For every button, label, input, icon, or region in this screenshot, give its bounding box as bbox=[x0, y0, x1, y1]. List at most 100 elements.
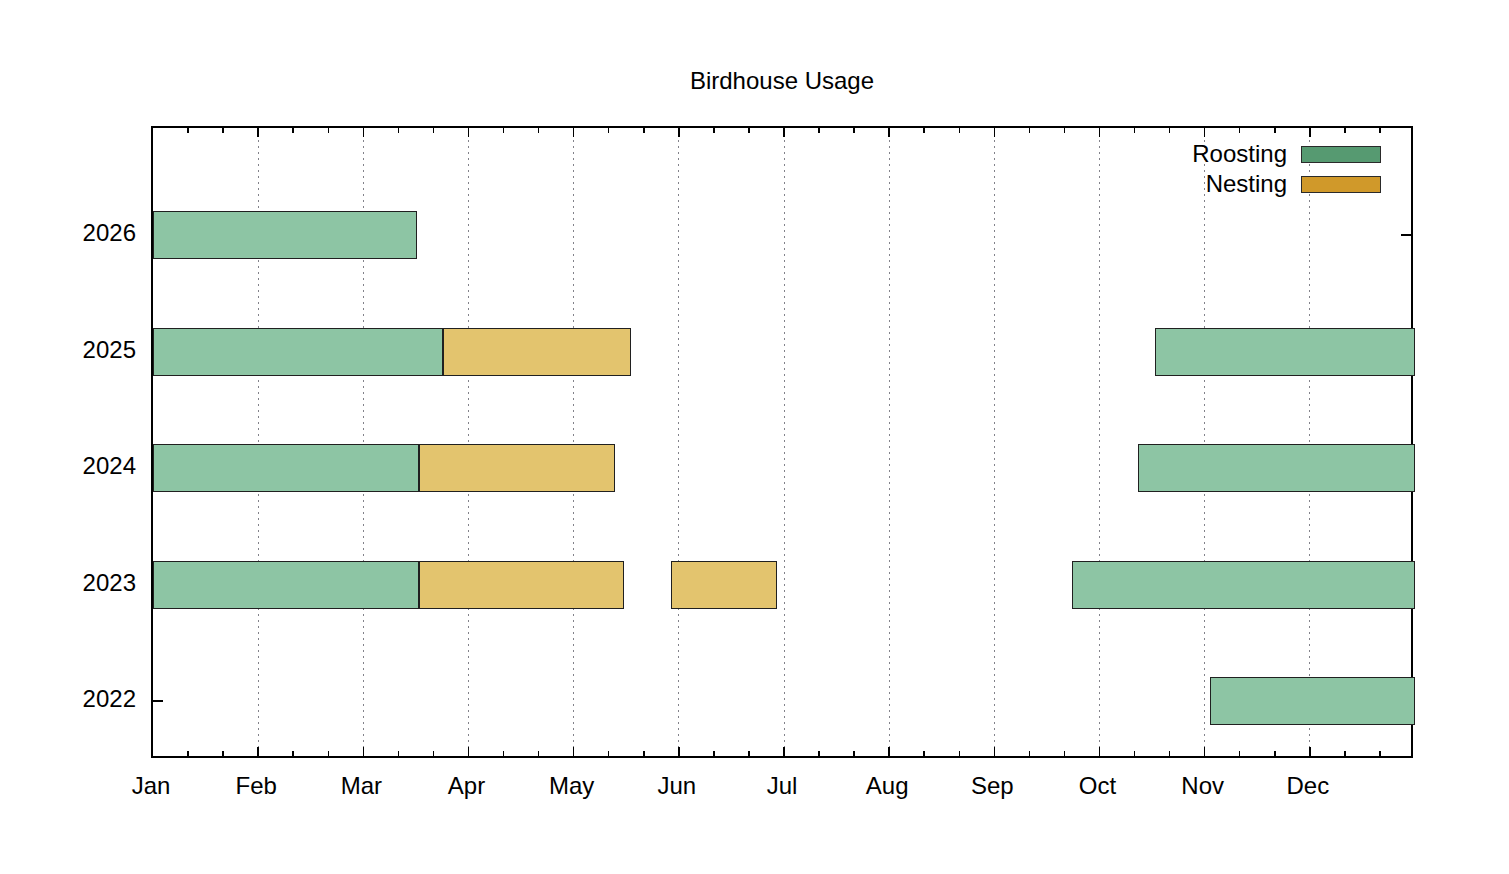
x-major-tick bbox=[994, 128, 996, 137]
x-minor-tick bbox=[222, 751, 224, 756]
x-tick-label: Jul bbox=[730, 772, 834, 800]
month-gridline bbox=[573, 128, 574, 756]
y-tick bbox=[1401, 234, 1411, 236]
x-minor-tick bbox=[818, 128, 820, 133]
bar-roosting-2024 bbox=[1138, 444, 1415, 492]
x-minor-tick bbox=[853, 751, 855, 756]
x-minor-tick bbox=[538, 128, 540, 133]
month-gridline bbox=[889, 128, 890, 756]
bar-roosting-2023 bbox=[1072, 561, 1415, 609]
x-minor-tick bbox=[853, 128, 855, 133]
month-gridline bbox=[678, 128, 679, 756]
x-minor-tick bbox=[959, 751, 961, 756]
x-minor-tick bbox=[222, 128, 224, 133]
x-tick-label: Apr bbox=[415, 772, 519, 800]
x-minor-tick bbox=[818, 751, 820, 756]
x-minor-tick bbox=[1239, 128, 1241, 133]
x-minor-tick bbox=[1344, 751, 1346, 756]
x-major-tick bbox=[783, 747, 785, 756]
x-major-tick bbox=[257, 128, 259, 137]
y-tick bbox=[153, 700, 163, 702]
x-tick-label: Oct bbox=[1046, 772, 1150, 800]
x-major-tick bbox=[573, 747, 575, 756]
x-tick-label: Feb bbox=[204, 772, 308, 800]
x-minor-tick bbox=[1134, 751, 1136, 756]
x-major-tick bbox=[1204, 128, 1206, 137]
x-major-tick bbox=[363, 747, 365, 756]
x-tick-label: Jun bbox=[625, 772, 729, 800]
x-tick-label: Jan bbox=[99, 772, 203, 800]
bar-nesting-2023 bbox=[419, 561, 624, 609]
x-minor-tick bbox=[1274, 128, 1276, 133]
legend-label-roosting: Roosting bbox=[1192, 141, 1287, 167]
y-tick-label: 2023 bbox=[30, 568, 136, 598]
x-minor-tick bbox=[503, 128, 505, 133]
chart-title: Birdhouse Usage bbox=[151, 68, 1413, 94]
x-minor-tick bbox=[748, 751, 750, 756]
y-tick-label: 2022 bbox=[30, 684, 136, 714]
gantt-chart-figure: Birdhouse Usage Roosting Nesting JanFebM… bbox=[0, 0, 1509, 874]
x-minor-tick bbox=[713, 751, 715, 756]
x-tick-label: Aug bbox=[835, 772, 939, 800]
x-minor-tick bbox=[1064, 751, 1066, 756]
x-major-tick bbox=[1204, 747, 1206, 756]
x-minor-tick bbox=[292, 751, 294, 756]
x-major-tick bbox=[468, 747, 470, 756]
x-minor-tick bbox=[328, 128, 330, 133]
y-tick-label: 2025 bbox=[30, 335, 136, 365]
x-minor-tick bbox=[1239, 751, 1241, 756]
x-tick-label: Dec bbox=[1256, 772, 1360, 800]
x-major-tick bbox=[678, 128, 680, 137]
month-gridline bbox=[1099, 128, 1100, 756]
x-minor-tick bbox=[1134, 128, 1136, 133]
x-minor-tick bbox=[923, 751, 925, 756]
x-minor-tick bbox=[187, 751, 189, 756]
x-major-tick bbox=[573, 128, 575, 137]
x-minor-tick bbox=[398, 751, 400, 756]
x-tick-label: Sep bbox=[940, 772, 1044, 800]
x-minor-tick bbox=[608, 751, 610, 756]
x-major-tick bbox=[678, 747, 680, 756]
x-major-tick bbox=[888, 128, 890, 137]
x-minor-tick bbox=[1379, 751, 1381, 756]
x-major-tick bbox=[1099, 128, 1101, 137]
month-gridline bbox=[994, 128, 995, 756]
x-minor-tick bbox=[1029, 751, 1031, 756]
nesting-swatch-icon bbox=[1301, 176, 1381, 193]
roosting-swatch-icon bbox=[1301, 146, 1381, 163]
x-minor-tick bbox=[1064, 128, 1066, 133]
x-tick-label: Mar bbox=[309, 772, 413, 800]
x-minor-tick bbox=[538, 751, 540, 756]
plot-area: Roosting Nesting bbox=[151, 126, 1413, 758]
x-minor-tick bbox=[713, 128, 715, 133]
legend-entry-nesting: Nesting bbox=[1192, 171, 1381, 197]
x-minor-tick bbox=[1379, 128, 1381, 133]
month-gridline bbox=[1309, 128, 1310, 756]
x-minor-tick bbox=[1344, 128, 1346, 133]
x-major-tick bbox=[1099, 747, 1101, 756]
x-minor-tick bbox=[1169, 751, 1171, 756]
x-minor-tick bbox=[398, 128, 400, 133]
x-minor-tick bbox=[1169, 128, 1171, 133]
y-tick-label: 2024 bbox=[30, 451, 136, 481]
bar-roosting-2025 bbox=[153, 328, 443, 376]
bar-roosting-2024 bbox=[153, 444, 419, 492]
bar-roosting-2023 bbox=[153, 561, 419, 609]
bar-roosting-2026 bbox=[153, 211, 417, 259]
legend-entry-roosting: Roosting bbox=[1192, 141, 1381, 167]
x-major-tick bbox=[994, 747, 996, 756]
bar-nesting-2024 bbox=[419, 444, 615, 492]
month-gridline bbox=[468, 128, 469, 756]
legend-label-nesting: Nesting bbox=[1206, 171, 1287, 197]
x-major-tick bbox=[1309, 128, 1311, 137]
x-minor-tick bbox=[1029, 128, 1031, 133]
month-gridline bbox=[1204, 128, 1205, 756]
x-minor-tick bbox=[433, 128, 435, 133]
x-minor-tick bbox=[1274, 751, 1276, 756]
x-minor-tick bbox=[328, 751, 330, 756]
x-minor-tick bbox=[187, 128, 189, 133]
x-minor-tick bbox=[959, 128, 961, 133]
x-major-tick bbox=[1309, 747, 1311, 756]
bar-roosting-2025 bbox=[1155, 328, 1415, 376]
x-major-tick bbox=[888, 747, 890, 756]
